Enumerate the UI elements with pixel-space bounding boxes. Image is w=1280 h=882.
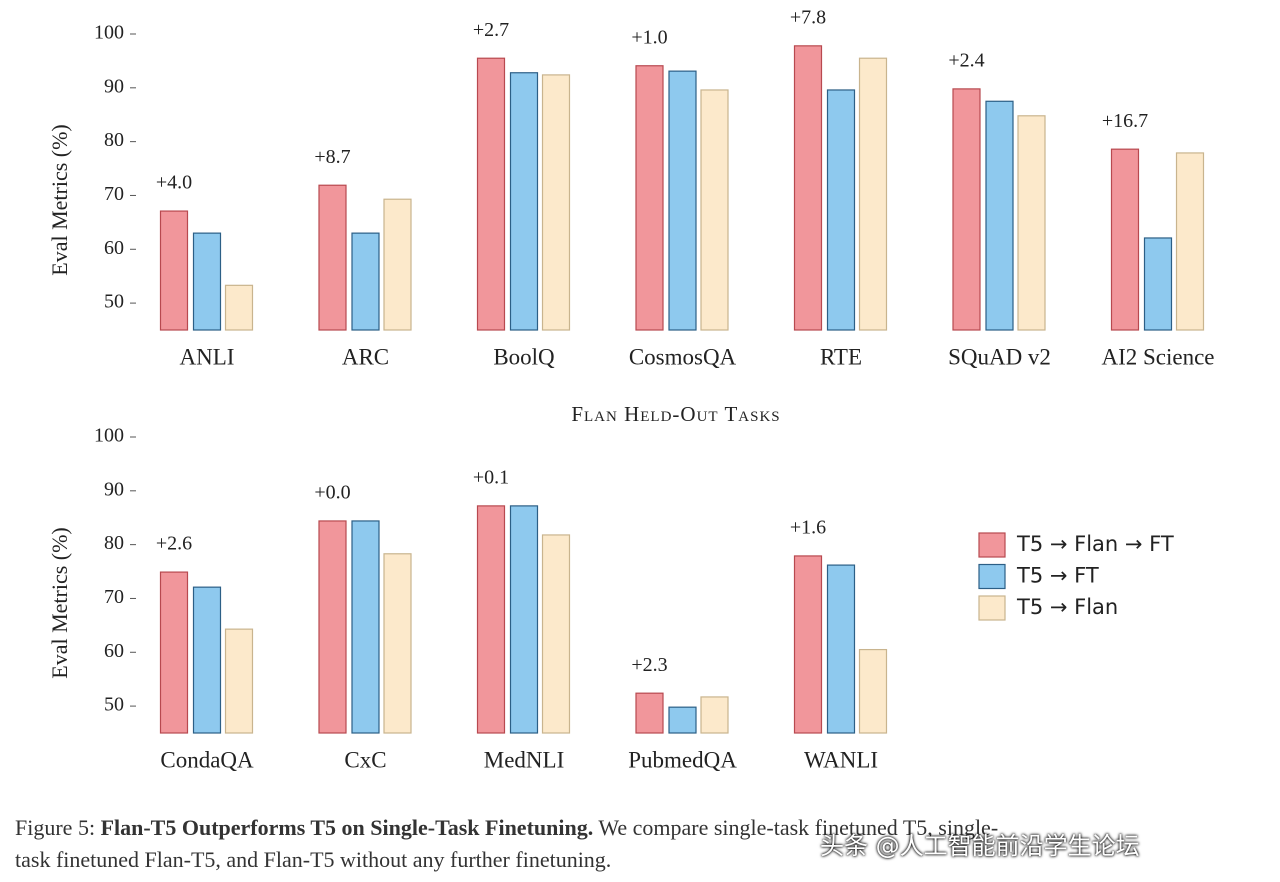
bar: [1017, 115, 1046, 331]
bar: [668, 706, 697, 734]
y-tick-label: 90: [104, 75, 124, 97]
chart-title: Flan Held-Out Tasks: [571, 402, 780, 426]
bar: [793, 555, 823, 734]
bar: [383, 553, 412, 734]
chart: Eval Metrics (%) 50 60 70 80 90 100 ANLI +4.0 ARC…: [47, 6, 1214, 772]
y-tick-label: 100: [94, 22, 124, 44]
y-tick-label: 80: [104, 532, 124, 554]
bar: [826, 564, 856, 734]
x-tick-label: WANLI: [804, 747, 878, 772]
delta-label: +7.8: [790, 6, 826, 28]
x-tick-label: ARC: [342, 344, 389, 369]
bar: [192, 586, 222, 734]
legend-swatch: [978, 563, 1006, 590]
x-tick-label: ANLI: [180, 344, 235, 369]
y-tick-label: 50: [104, 694, 124, 716]
bar: [159, 210, 189, 331]
delta-label: +0.0: [314, 482, 350, 504]
legend-swatch: [978, 595, 1006, 621]
x-tick-label: BoolQ: [493, 344, 555, 369]
bar: [1110, 148, 1140, 331]
y-tick-label: 100: [94, 425, 124, 447]
bar: [700, 696, 729, 734]
caption-label: Figure 5:: [15, 815, 96, 840]
y-axis-label: Eval Metrics (%): [47, 527, 72, 679]
x-tick-label: MedNLI: [484, 747, 564, 772]
bar: [351, 232, 380, 331]
y-tick-label: 60: [104, 237, 124, 259]
delta-label: +1.0: [631, 26, 667, 48]
bar: [858, 57, 888, 331]
bar: [476, 505, 506, 734]
delta-label: +2.4: [948, 49, 984, 71]
x-tick-label: RTE: [820, 344, 862, 369]
delta-label: +16.7: [1102, 110, 1148, 132]
y-tick-label: 60: [104, 640, 124, 662]
bar: [476, 57, 506, 331]
legend-swatch: [978, 532, 1006, 558]
bar: [509, 505, 539, 734]
bar: [541, 74, 571, 331]
bar: [318, 520, 347, 734]
bar: [159, 571, 189, 734]
bar: [509, 72, 539, 331]
bar: [952, 88, 981, 331]
x-tick-label: AI2 Science: [1101, 344, 1214, 369]
y-tick-label: 80: [104, 129, 124, 151]
x-tick-label: CxC: [344, 747, 386, 772]
x-tick-label: CosmosQA: [629, 344, 737, 369]
y-axis-label: Eval Metrics (%): [47, 124, 72, 276]
delta-label: +8.7: [314, 146, 350, 168]
bar: [985, 100, 1014, 331]
x-tick-label: PubmedQA: [628, 747, 737, 772]
caption: Figure 5: Flan-T5 Outperforms T5 on Sing…: [15, 812, 1015, 876]
delta-label: +2.7: [473, 19, 509, 41]
delta-label: +4.0: [156, 172, 192, 194]
bar: [668, 70, 697, 331]
bar: [858, 648, 888, 734]
caption-text: We compare single-task finetuned T5, sin…: [15, 815, 999, 872]
bar: [1143, 237, 1173, 331]
legend-label: T5 → FT: [1016, 564, 1099, 588]
bar: [224, 284, 254, 331]
bar: [635, 65, 664, 331]
bar: [1175, 152, 1205, 331]
bar: [192, 232, 222, 331]
delta-label: +0.1: [473, 466, 509, 488]
y-tick-label: 90: [104, 478, 124, 500]
delta-label: +1.6: [790, 517, 826, 539]
delta-label: +2.3: [631, 654, 667, 676]
legend-label: T5 → Flan: [1016, 595, 1118, 619]
bar: [318, 184, 347, 331]
delta-label: +2.6: [156, 533, 192, 555]
y-tick-label: 70: [104, 586, 124, 608]
caption-title: Flan-T5 Outperforms T5 on Single-Task Fi…: [100, 815, 594, 840]
bar: [383, 198, 412, 331]
bar: [541, 534, 571, 734]
watermark: 头条 @人工智能前沿学生论坛: [820, 832, 1140, 860]
x-tick-label: SQuAD v2: [948, 344, 1051, 369]
y-tick-label: 50: [104, 291, 124, 313]
bar: [351, 520, 380, 734]
bar: [635, 692, 664, 734]
legend-label: T5 → Flan → FT: [1016, 532, 1174, 556]
bar: [700, 89, 729, 331]
x-tick-label: CondaQA: [160, 747, 254, 772]
bar: [826, 89, 856, 331]
y-tick-label: 70: [104, 183, 124, 205]
bar: [224, 628, 254, 734]
bar: [793, 45, 823, 331]
